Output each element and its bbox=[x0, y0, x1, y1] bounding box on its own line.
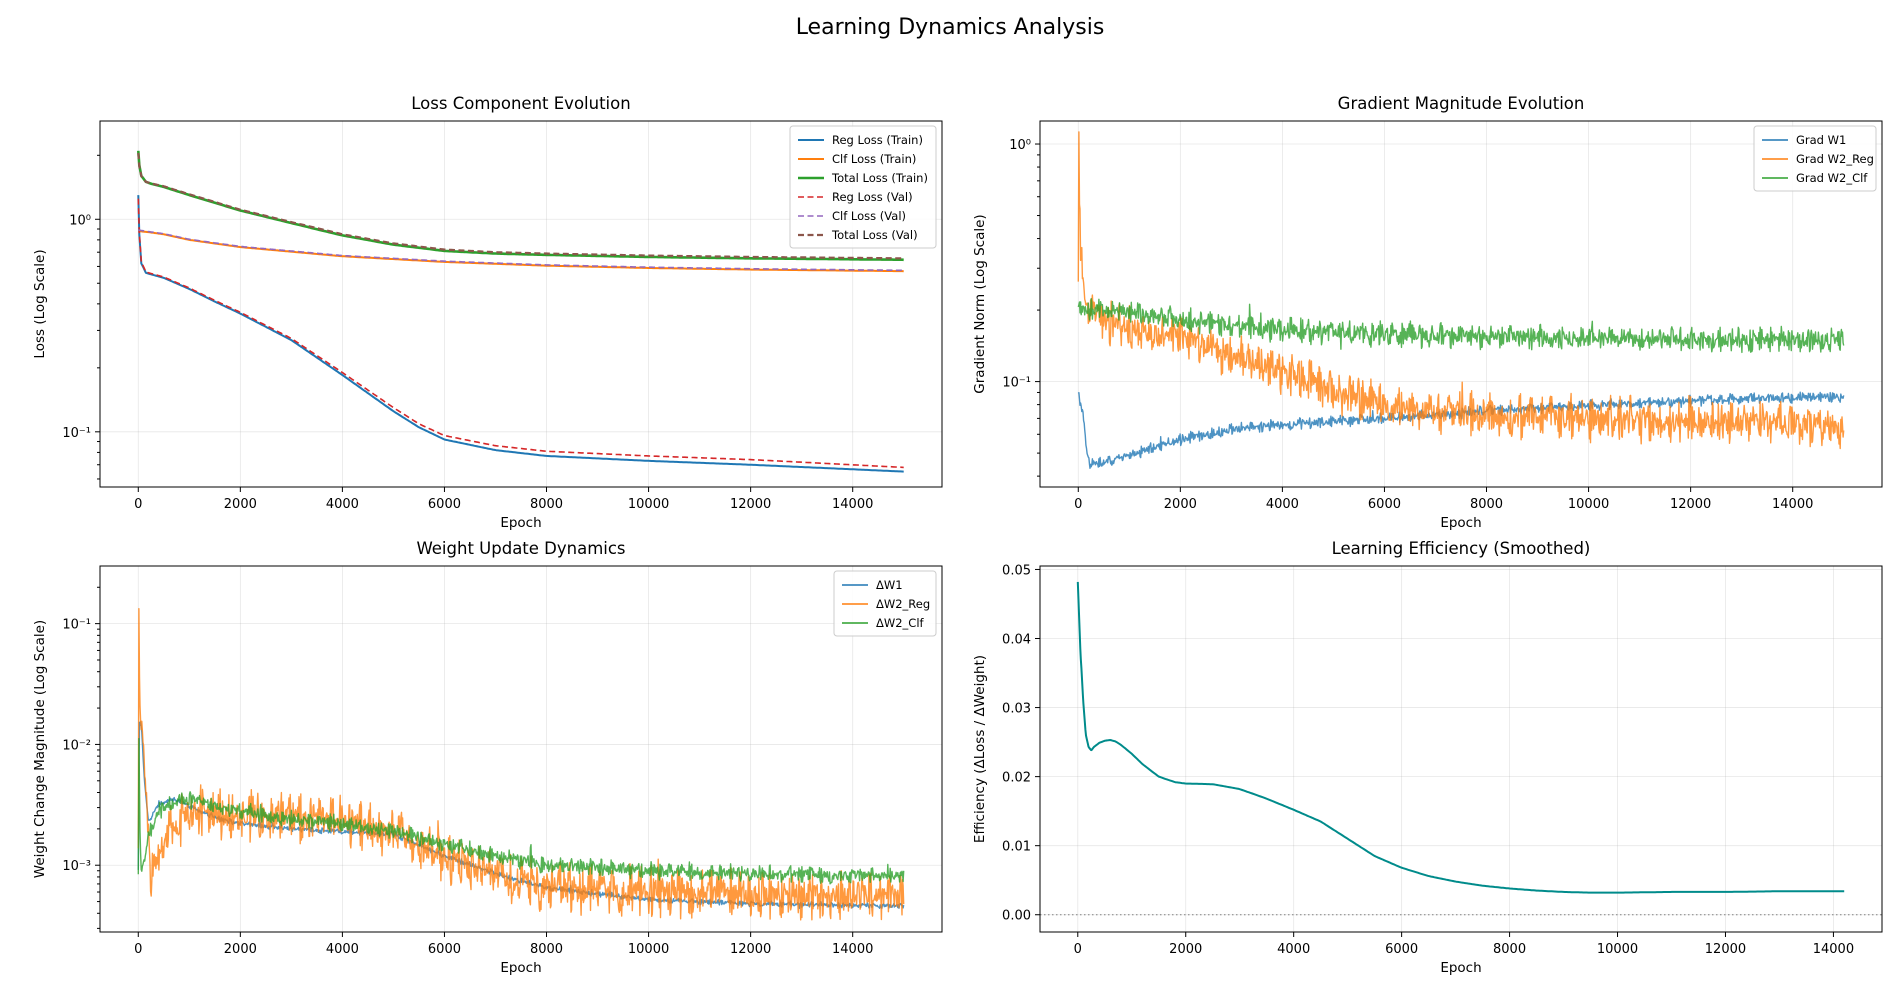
y-tick-label: 10⁰ bbox=[69, 213, 91, 228]
y-tick-label: 0.01 bbox=[1002, 840, 1031, 855]
x-tick-label: 8000 bbox=[530, 942, 563, 957]
x-tick-label: 2000 bbox=[1164, 497, 1197, 512]
x-tick-label: 14000 bbox=[832, 942, 873, 957]
y-axis-label: Gradient Norm (Log Scale) bbox=[972, 214, 988, 393]
x-tick-label: 12000 bbox=[730, 942, 771, 957]
x-tick-label: 10000 bbox=[1597, 942, 1638, 957]
series-group bbox=[137, 608, 905, 921]
x-tick-label: 6000 bbox=[1368, 497, 1401, 512]
legend-label: ΔW2_Clf bbox=[876, 616, 925, 630]
panel-title: Gradient Magnitude Evolution bbox=[1338, 94, 1585, 113]
panel-title: Weight Update Dynamics bbox=[416, 539, 625, 558]
y-tick-label: 10⁻¹ bbox=[1002, 376, 1031, 391]
x-tick-label: 14000 bbox=[1813, 942, 1854, 957]
legend-label: Clf Loss (Train) bbox=[832, 152, 916, 166]
series-line-eff bbox=[1076, 581, 1845, 894]
x-tick-label: 8000 bbox=[1470, 497, 1503, 512]
y-axis-label: Loss (Log Scale) bbox=[32, 249, 48, 358]
x-tick-label: 6000 bbox=[428, 942, 461, 957]
y-tick-label: 0.02 bbox=[1002, 771, 1031, 786]
series-line-reg-loss-train- bbox=[137, 195, 904, 473]
panel-title: Loss Component Evolution bbox=[411, 94, 630, 113]
x-tick-label: 4000 bbox=[1277, 942, 1310, 957]
legend-label: ΔW1 bbox=[876, 578, 903, 592]
x-tick-label: 0 bbox=[1074, 497, 1082, 512]
series-line--w2-clf bbox=[137, 738, 905, 885]
legend-label: Reg Loss (Val) bbox=[832, 190, 913, 204]
legend-label: Total Loss (Train) bbox=[831, 171, 928, 185]
y-tick-label: 0.05 bbox=[1002, 563, 1031, 578]
legend: ΔW1 ΔW2_Reg ΔW2_Clf bbox=[833, 570, 937, 637]
series-line-grad-w2-reg bbox=[1077, 131, 1845, 450]
legend-box bbox=[1753, 125, 1877, 192]
x-tick-label: 0 bbox=[1074, 942, 1082, 957]
y-tick-label: 10⁰ bbox=[1009, 138, 1031, 153]
x-axis-label: Epoch bbox=[500, 960, 541, 976]
series-line-grad-w2-clf bbox=[1077, 298, 1845, 354]
series-group bbox=[137, 150, 904, 473]
legend-box bbox=[789, 125, 937, 249]
y-tick-label: 10⁻³ bbox=[62, 859, 91, 874]
legend-label: Reg Loss (Train) bbox=[832, 133, 923, 147]
y-tick-label: 0.00 bbox=[1002, 909, 1031, 924]
x-tick-label: 2000 bbox=[224, 942, 257, 957]
x-tick-label: 4000 bbox=[326, 942, 359, 957]
y-axis-label: Efficiency (ΔLoss / ΔWeight) bbox=[972, 655, 988, 843]
series-line-clf-loss-val- bbox=[138, 229, 904, 272]
x-tick-label: 4000 bbox=[1266, 497, 1299, 512]
series-group bbox=[1076, 581, 1845, 894]
x-axis-label: Epoch bbox=[1440, 515, 1481, 531]
y-tick-label: 0.04 bbox=[1002, 633, 1031, 648]
y-axis-label: Weight Change Magnitude (Log Scale) bbox=[32, 620, 48, 878]
x-tick-label: 10000 bbox=[628, 497, 669, 512]
x-tick-label: 10000 bbox=[1568, 497, 1609, 512]
y-tick-label: 10⁻² bbox=[62, 738, 91, 753]
legend-label: Total Loss (Val) bbox=[831, 228, 918, 242]
panel-grad: 0 2000 4000 6000 8000 10000 12000 14000 10⁻¹ 10⁰ G… bbox=[972, 94, 1883, 531]
x-tick-label: 6000 bbox=[1385, 942, 1418, 957]
legend-label: Grad W1 bbox=[1796, 133, 1846, 147]
x-tick-label: 14000 bbox=[832, 497, 873, 512]
series-group bbox=[1077, 131, 1845, 469]
x-axis-label: Epoch bbox=[1440, 960, 1481, 976]
legend-label: ΔW2_Reg bbox=[876, 597, 930, 611]
panel-title: Learning Efficiency (Smoothed) bbox=[1332, 539, 1591, 558]
legend: Reg Loss (Train) Clf Loss (Train) Total Lo… bbox=[789, 125, 937, 249]
x-tick-label: 0 bbox=[134, 497, 142, 512]
x-tick-label: 12000 bbox=[1670, 497, 1711, 512]
legend-box bbox=[833, 570, 937, 637]
axes-frame bbox=[99, 565, 943, 933]
x-tick-label: 10000 bbox=[628, 942, 669, 957]
x-tick-label: 0 bbox=[134, 942, 142, 957]
panel-weight: 0 2000 4000 6000 8000 10000 12000 14000 10⁻³ 10⁻²… bbox=[32, 539, 943, 976]
series-line-reg-loss-val- bbox=[137, 198, 904, 469]
x-tick-label: 14000 bbox=[1772, 497, 1813, 512]
series-line-total-loss-val- bbox=[137, 152, 904, 260]
axes-frame bbox=[1039, 120, 1883, 488]
x-tick-label: 2000 bbox=[1169, 942, 1202, 957]
x-tick-label: 8000 bbox=[1493, 942, 1526, 957]
y-tick-label: 0.03 bbox=[1002, 702, 1031, 717]
legend: Grad W1 Grad W2_Reg Grad W2_Clf bbox=[1753, 125, 1877, 192]
legend-label: Clf Loss (Val) bbox=[832, 209, 906, 223]
x-axis-label: Epoch bbox=[500, 515, 541, 531]
panel-eff: 0 2000 4000 6000 8000 10000 12000 14000 0.00 0.01… bbox=[972, 539, 1883, 976]
x-tick-label: 12000 bbox=[730, 497, 771, 512]
y-tick-label: 10⁻¹ bbox=[62, 426, 91, 441]
legend-label: Grad W2_Clf bbox=[1796, 171, 1868, 185]
figure-title: Learning Dynamics Analysis bbox=[796, 15, 1105, 40]
y-tick-label: 10⁻¹ bbox=[62, 618, 91, 633]
x-tick-label: 6000 bbox=[428, 497, 461, 512]
x-tick-label: 4000 bbox=[326, 497, 359, 512]
panel-loss: 0 2000 4000 6000 8000 10000 12000 14000 10⁻¹ 10⁰ L… bbox=[32, 94, 943, 531]
x-tick-label: 2000 bbox=[224, 497, 257, 512]
x-tick-label: 8000 bbox=[530, 497, 563, 512]
axes-frame bbox=[1039, 565, 1883, 933]
x-tick-label: 12000 bbox=[1705, 942, 1746, 957]
legend-label: Grad W2_Reg bbox=[1796, 152, 1874, 166]
